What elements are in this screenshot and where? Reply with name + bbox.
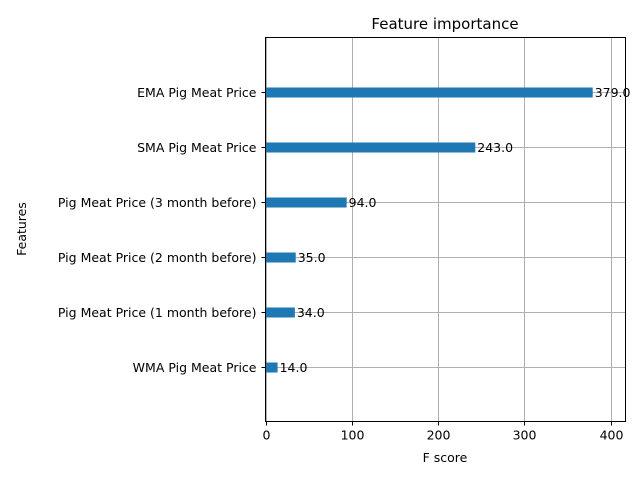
bar-value-label: 14.0 (280, 360, 308, 375)
y-tick-label: WMA Pig Meat Price (133, 360, 257, 375)
plot-frame (265, 37, 626, 422)
x-tick-label: 400 (600, 428, 624, 443)
x-axis-ticks: 0 100 200 300 400 (263, 421, 624, 443)
bar-value-label: 35.0 (298, 250, 326, 265)
bar (265, 87, 593, 98)
x-tick-label: 0 (263, 428, 271, 443)
value-labels: 379.0 243.0 94.0 35.0 34.0 14.0 (280, 85, 631, 375)
y-axis-label: Features (14, 202, 29, 256)
y-tick-label: Pig Meat Price (2 month before) (58, 250, 257, 265)
bar-value-label: 34.0 (297, 305, 325, 320)
bar (265, 197, 347, 208)
bar-value-label: 94.0 (349, 195, 377, 210)
bar (265, 307, 295, 318)
y-tick-label: SMA Pig Meat Price (137, 140, 257, 155)
y-tick-label: Pig Meat Price (3 month before) (58, 195, 257, 210)
bars (265, 87, 593, 373)
x-tick-label: 100 (341, 428, 365, 443)
chart-title: Feature importance (371, 15, 518, 33)
y-tick-label: EMA Pig Meat Price (137, 85, 257, 100)
bar (265, 362, 278, 373)
bar-value-label: 243.0 (477, 140, 513, 155)
x-axis-label: F score (423, 450, 468, 465)
x-tick-label: 200 (427, 428, 451, 443)
x-tick-label: 300 (513, 428, 537, 443)
y-axis-ticks: EMA Pig Meat Price SMA Pig Meat Price Pig … (58, 85, 266, 375)
bar (265, 252, 296, 263)
bar-value-label: 379.0 (595, 85, 631, 100)
bar (265, 142, 476, 153)
y-tick-label: Pig Meat Price (1 month before) (58, 305, 257, 320)
